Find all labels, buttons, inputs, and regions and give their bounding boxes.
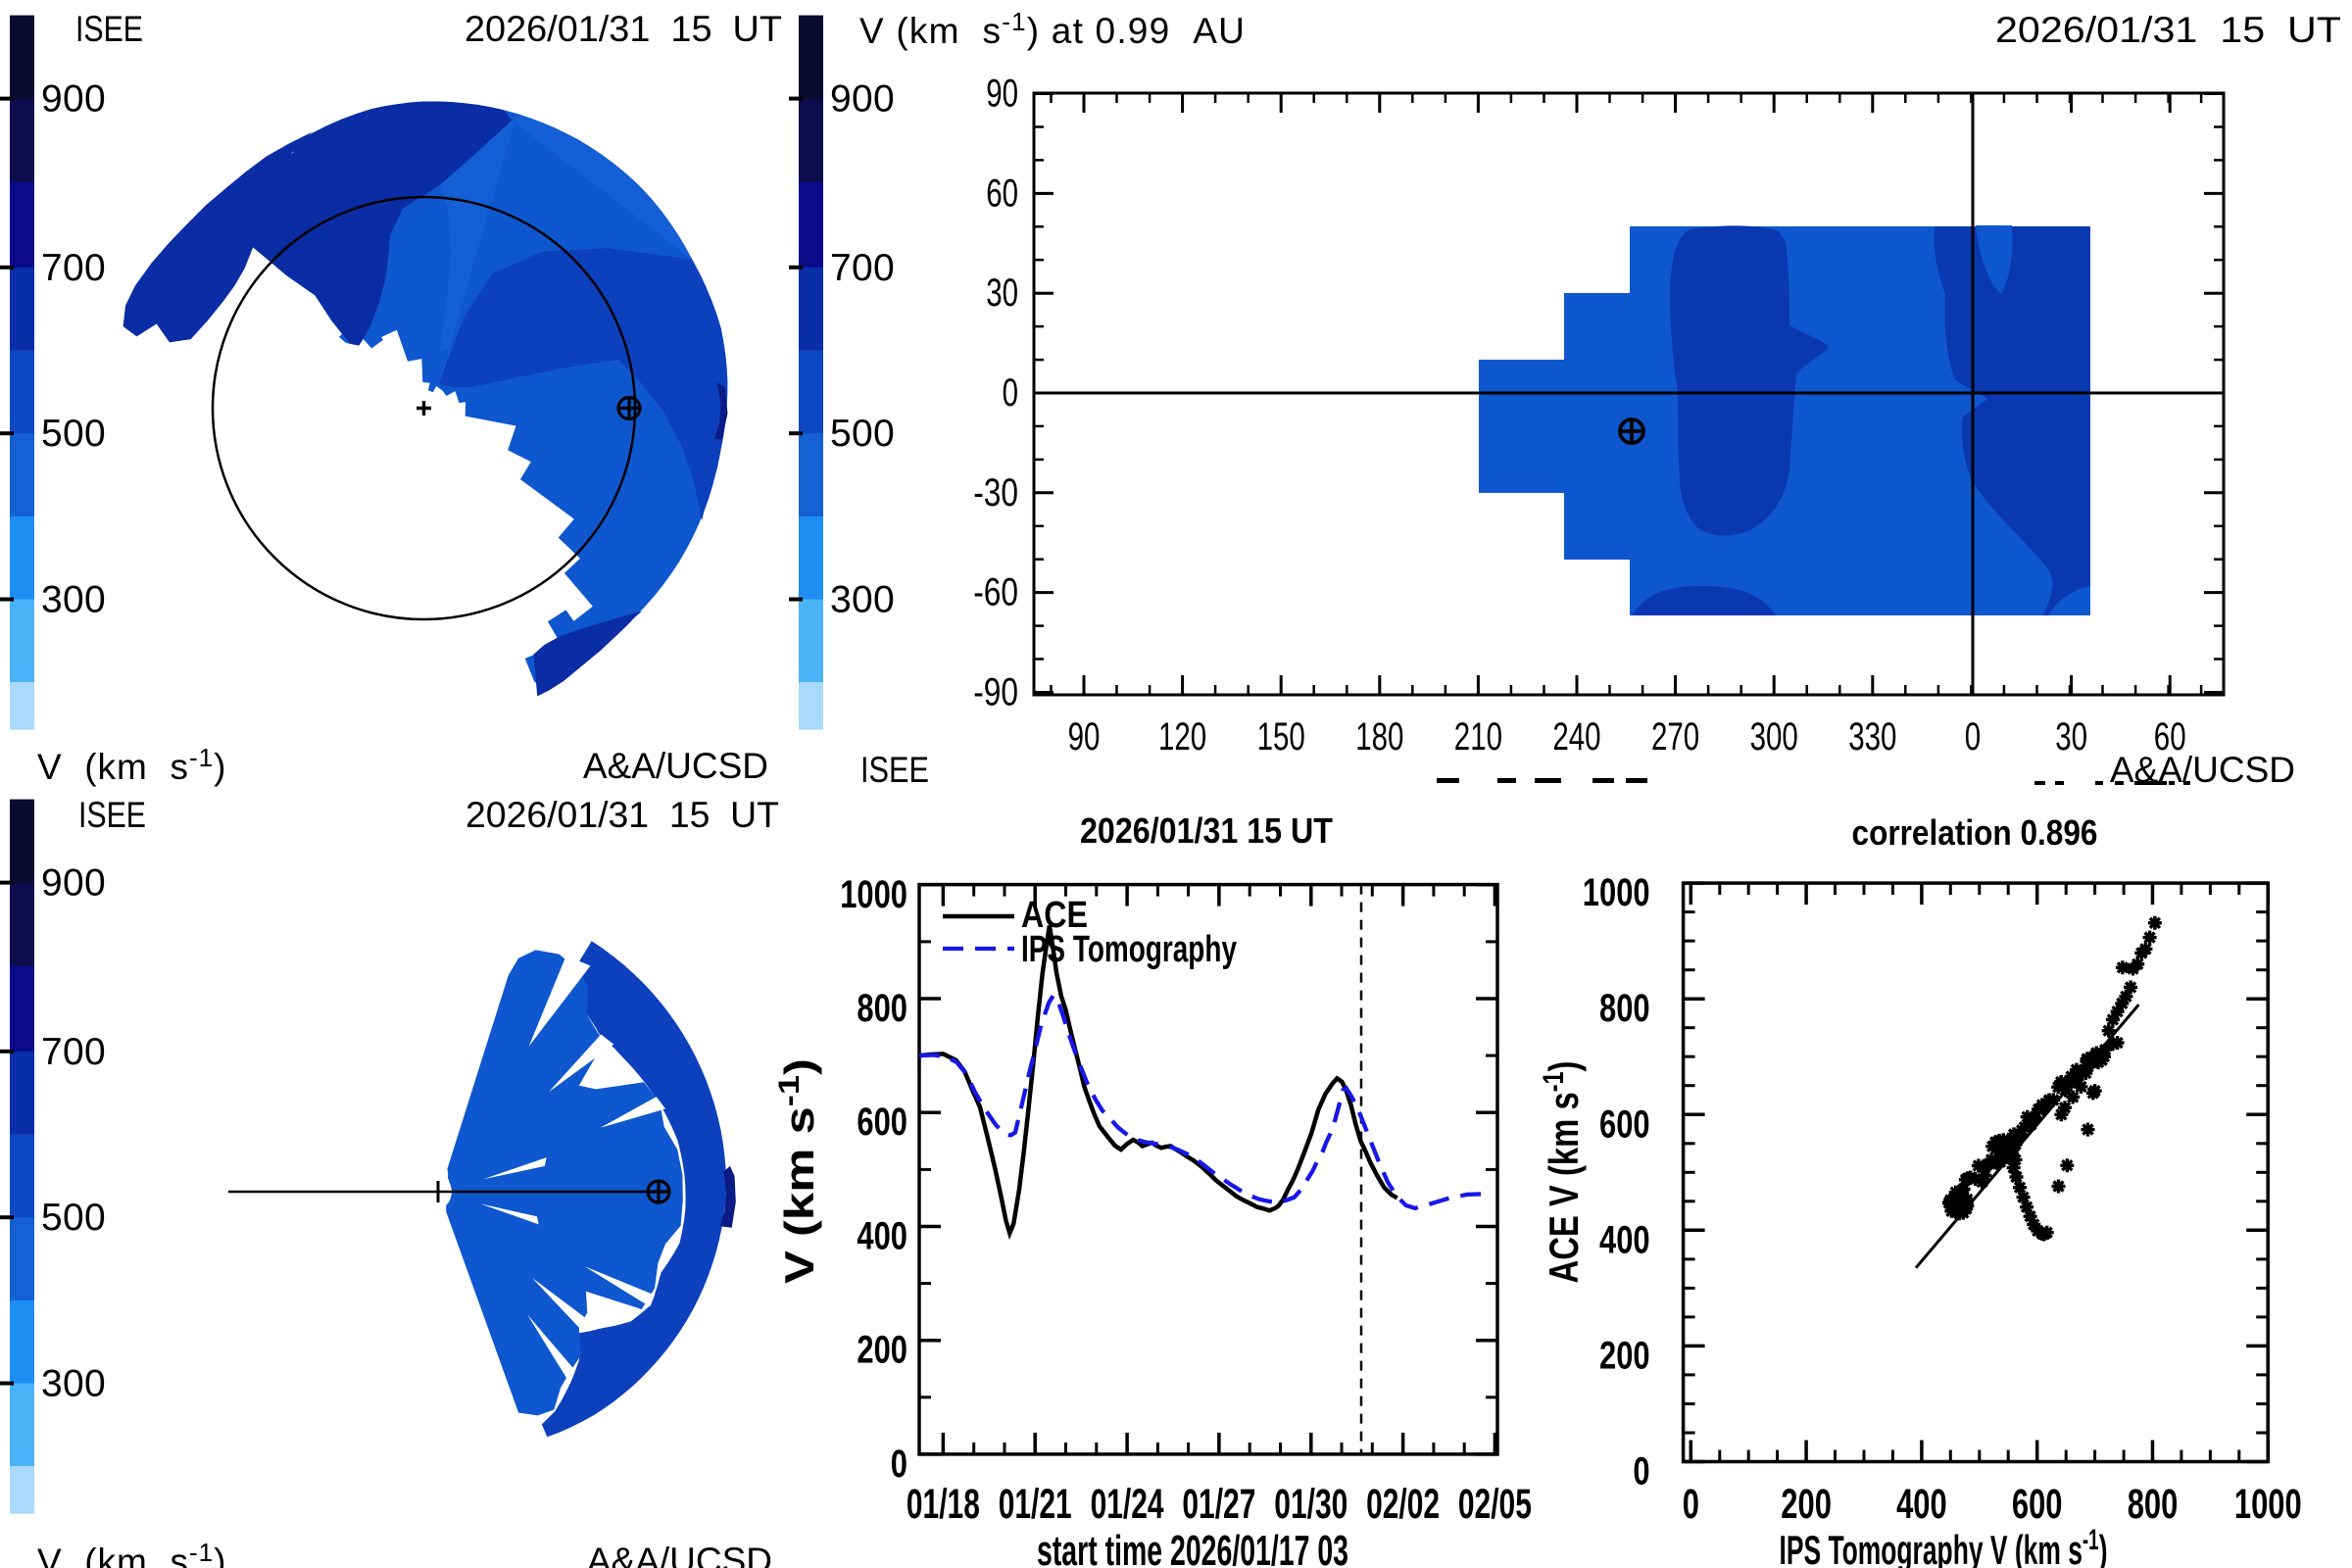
svg-text:60: 60 xyxy=(2154,715,2186,759)
svg-text:1000: 1000 xyxy=(1583,871,1650,914)
svg-text:200: 200 xyxy=(1599,1334,1650,1377)
svg-text:600: 600 xyxy=(2012,1481,2063,1528)
svg-text:210: 210 xyxy=(1454,715,1502,759)
svg-text:2026/01/31 15 UT: 2026/01/31 15 UT xyxy=(466,795,779,835)
svg-text:400: 400 xyxy=(857,1215,907,1258)
svg-text:600: 600 xyxy=(1599,1102,1650,1146)
svg-text:ISEE: ISEE xyxy=(860,750,929,790)
svg-text:700: 700 xyxy=(41,247,106,289)
svg-text:800: 800 xyxy=(2128,1481,2179,1528)
svg-text:330: 330 xyxy=(1848,715,1896,759)
svg-text:900: 900 xyxy=(830,78,895,121)
svg-text:300: 300 xyxy=(830,579,895,621)
svg-text:0: 0 xyxy=(891,1443,907,1486)
svg-text:30: 30 xyxy=(986,271,1018,315)
svg-text:1000: 1000 xyxy=(840,873,907,916)
svg-text:900: 900 xyxy=(41,78,106,121)
svg-text:V (km s-1) at 0.99 AU: V (km s-1) at 0.99 AU xyxy=(859,7,1246,51)
svg-text:800: 800 xyxy=(857,987,907,1030)
svg-text:-30: -30 xyxy=(973,471,1018,514)
svg-text:0: 0 xyxy=(1633,1450,1649,1494)
svg-text:270: 270 xyxy=(1651,715,1699,759)
svg-text:800: 800 xyxy=(1599,987,1650,1030)
svg-text:ISEE: ISEE xyxy=(75,9,143,49)
svg-text:120: 120 xyxy=(1158,715,1206,759)
svg-text:500: 500 xyxy=(830,413,895,455)
svg-text:01/30: 01/30 xyxy=(1274,1481,1348,1528)
svg-text:start time 2026/01/17 03: start time 2026/01/17 03 xyxy=(1037,1527,1348,1568)
svg-text:90: 90 xyxy=(1068,715,1101,759)
svg-text:500: 500 xyxy=(41,413,106,455)
svg-text:1000: 1000 xyxy=(2234,1481,2302,1528)
svg-text:ISEE: ISEE xyxy=(78,795,146,835)
svg-text:2026/01/31 15 UT: 2026/01/31 15 UT xyxy=(465,9,782,49)
svg-text:ACE: ACE xyxy=(1021,895,1088,936)
svg-text:02/02: 02/02 xyxy=(1366,1481,1440,1528)
svg-text:01/18: 01/18 xyxy=(906,1481,980,1528)
svg-text:300: 300 xyxy=(41,579,106,621)
svg-text:02/05: 02/05 xyxy=(1458,1481,1532,1528)
svg-text:V (km s-1): V (km s-1) xyxy=(37,1538,226,1568)
svg-text:180: 180 xyxy=(1355,715,1403,759)
svg-text:300: 300 xyxy=(41,1363,106,1405)
svg-text:2026/01/31 15 UT: 2026/01/31 15 UT xyxy=(1080,810,1333,851)
svg-text:400: 400 xyxy=(1599,1218,1650,1261)
svg-text:correlation 0.896: correlation 0.896 xyxy=(1852,812,2098,853)
svg-text:300: 300 xyxy=(1750,715,1798,759)
svg-text:200: 200 xyxy=(1781,1481,1832,1528)
svg-text:0: 0 xyxy=(1965,715,1981,759)
svg-text:200: 200 xyxy=(857,1329,907,1372)
svg-text:0: 0 xyxy=(1683,1481,1699,1528)
svg-text:A&A/UCSD: A&A/UCSD xyxy=(587,1541,772,1568)
svg-text:150: 150 xyxy=(1257,715,1305,759)
svg-text:A&A/UCSD: A&A/UCSD xyxy=(583,746,768,786)
svg-text:60: 60 xyxy=(986,172,1018,215)
svg-text:01/21: 01/21 xyxy=(999,1481,1072,1528)
svg-text:30: 30 xyxy=(2055,715,2087,759)
svg-text:240: 240 xyxy=(1552,715,1600,759)
svg-text:700: 700 xyxy=(830,247,895,289)
svg-text:500: 500 xyxy=(41,1197,106,1239)
svg-text:-90: -90 xyxy=(973,671,1018,714)
svg-text:2026/01/31 15 UT: 2026/01/31 15 UT xyxy=(1995,10,2341,50)
svg-text:IPS Tomography: IPS Tomography xyxy=(1021,929,1237,970)
svg-text:ACE V (km s-1): ACE V (km s-1) xyxy=(1538,1061,1587,1284)
svg-text:01/27: 01/27 xyxy=(1182,1481,1255,1528)
svg-text:600: 600 xyxy=(857,1101,907,1144)
svg-text:-60: -60 xyxy=(973,571,1018,614)
svg-text:0: 0 xyxy=(1003,371,1018,415)
svg-text:90: 90 xyxy=(986,73,1018,116)
svg-text:400: 400 xyxy=(1896,1481,1947,1528)
svg-text:700: 700 xyxy=(41,1031,106,1073)
svg-text:01/24: 01/24 xyxy=(1091,1481,1164,1528)
svg-text:IPS Tomography V (km s-1): IPS Tomography V (km s-1) xyxy=(1780,1524,2108,1568)
svg-text:900: 900 xyxy=(41,862,106,905)
